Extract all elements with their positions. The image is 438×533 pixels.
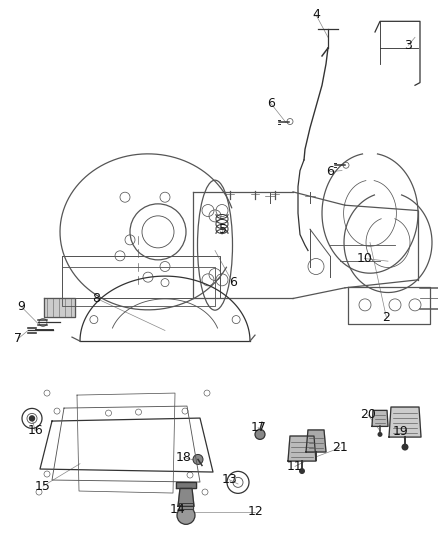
Text: 10: 10 [356, 252, 371, 265]
Polygon shape [177, 488, 194, 506]
Polygon shape [179, 503, 193, 510]
Text: 6: 6 [228, 276, 236, 289]
Text: 12: 12 [247, 505, 263, 518]
Polygon shape [44, 298, 75, 317]
Text: 17: 17 [250, 421, 265, 434]
Text: 3: 3 [403, 39, 411, 52]
Circle shape [29, 416, 35, 421]
Text: 19: 19 [392, 425, 407, 438]
Polygon shape [287, 436, 315, 461]
Circle shape [377, 432, 381, 437]
Text: 18: 18 [175, 451, 191, 464]
Text: 9: 9 [17, 300, 25, 313]
Text: 8: 8 [92, 292, 100, 305]
Text: 16: 16 [27, 424, 43, 437]
Text: 6: 6 [325, 165, 333, 178]
Text: 13: 13 [221, 473, 237, 486]
Circle shape [401, 443, 408, 450]
Circle shape [193, 455, 202, 464]
Text: 6: 6 [267, 98, 275, 110]
Circle shape [177, 506, 194, 524]
Text: 11: 11 [286, 460, 302, 473]
Circle shape [254, 430, 265, 439]
Text: 21: 21 [332, 441, 347, 454]
Text: 5: 5 [219, 223, 226, 236]
Text: 2: 2 [381, 311, 389, 324]
Circle shape [298, 468, 304, 474]
Polygon shape [371, 410, 387, 426]
Polygon shape [305, 430, 325, 452]
Text: 4: 4 [311, 9, 319, 21]
Polygon shape [176, 482, 195, 488]
Text: 15: 15 [35, 480, 51, 492]
Text: 14: 14 [170, 503, 185, 515]
Text: 7: 7 [14, 332, 22, 345]
Polygon shape [388, 407, 420, 437]
Text: 20: 20 [359, 408, 375, 421]
